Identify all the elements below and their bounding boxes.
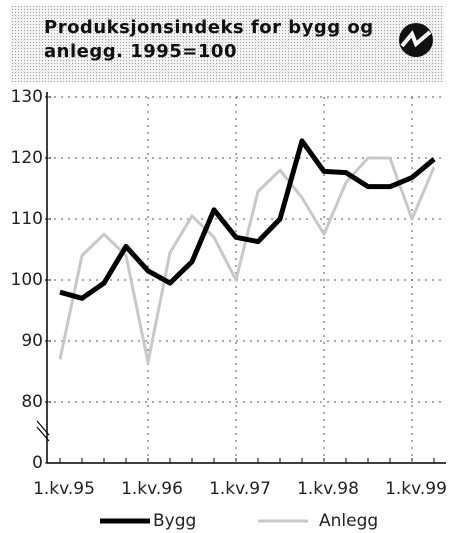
x-tick-label: 1.kv.95 xyxy=(33,479,95,499)
title-box xyxy=(10,6,444,82)
y-tick-label: 110 xyxy=(11,209,43,229)
x-tick-label: 1.kv.96 xyxy=(121,479,183,499)
x-tick-label: 1.kv.97 xyxy=(209,479,271,499)
y-tick-label: 90 xyxy=(21,331,43,351)
axis-break xyxy=(36,420,50,442)
series-line xyxy=(59,138,436,301)
y-tick-label: 130 xyxy=(11,87,43,107)
x-tick-label: 1.kv.99 xyxy=(385,479,447,499)
y-tick-label: 120 xyxy=(11,148,43,168)
chart-title: Produksjonsindeks for bygg og anlegg. 19… xyxy=(44,17,374,62)
legend-label: Bygg xyxy=(153,511,196,531)
y-tick-label: 100 xyxy=(11,270,43,290)
y-tick-label: 0 xyxy=(32,453,43,473)
logo xyxy=(399,23,433,57)
y-tick-label: 80 xyxy=(21,392,43,412)
legend-label: Anlegg xyxy=(319,511,378,531)
x-tick-label: 1.kv.98 xyxy=(297,479,359,499)
